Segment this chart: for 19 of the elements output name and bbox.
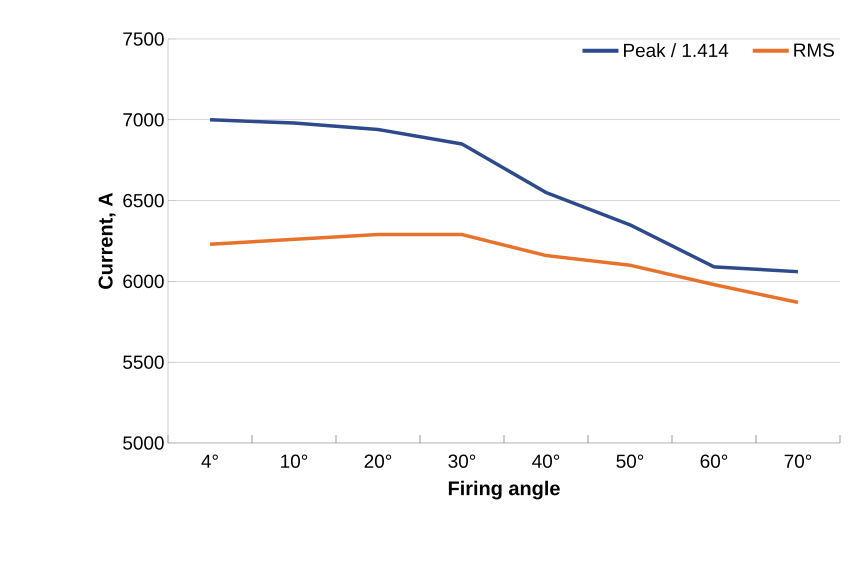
- x-tick-label: 10°: [281, 454, 308, 468]
- y-tick-label: 7000: [123, 113, 164, 126]
- legend-label: Peak / 1.414: [624, 43, 728, 58]
- x-tick-label: 20°: [364, 454, 392, 468]
- y-axis-title: Current, A: [98, 192, 116, 289]
- x-tick-label: 4°: [201, 454, 218, 468]
- x-tick-label: 40°: [532, 454, 560, 468]
- legend-label: RMS: [794, 43, 834, 57]
- line-series: [208, 118, 800, 274]
- x-axis-title: Firing angle: [448, 480, 560, 500]
- y-tick-label: 6500: [123, 194, 164, 208]
- y-tick-label: 6000: [123, 274, 164, 288]
- x-tick-label: 30°: [448, 454, 476, 468]
- x-tick-label: 50°: [616, 454, 644, 468]
- y-tick-label: 5000: [123, 436, 164, 450]
- y-tick-label: 5500: [123, 355, 164, 369]
- x-tick-label: 60°: [700, 454, 728, 468]
- x-tick-label: 70°: [784, 454, 812, 468]
- y-tick-label: 7500: [123, 32, 164, 46]
